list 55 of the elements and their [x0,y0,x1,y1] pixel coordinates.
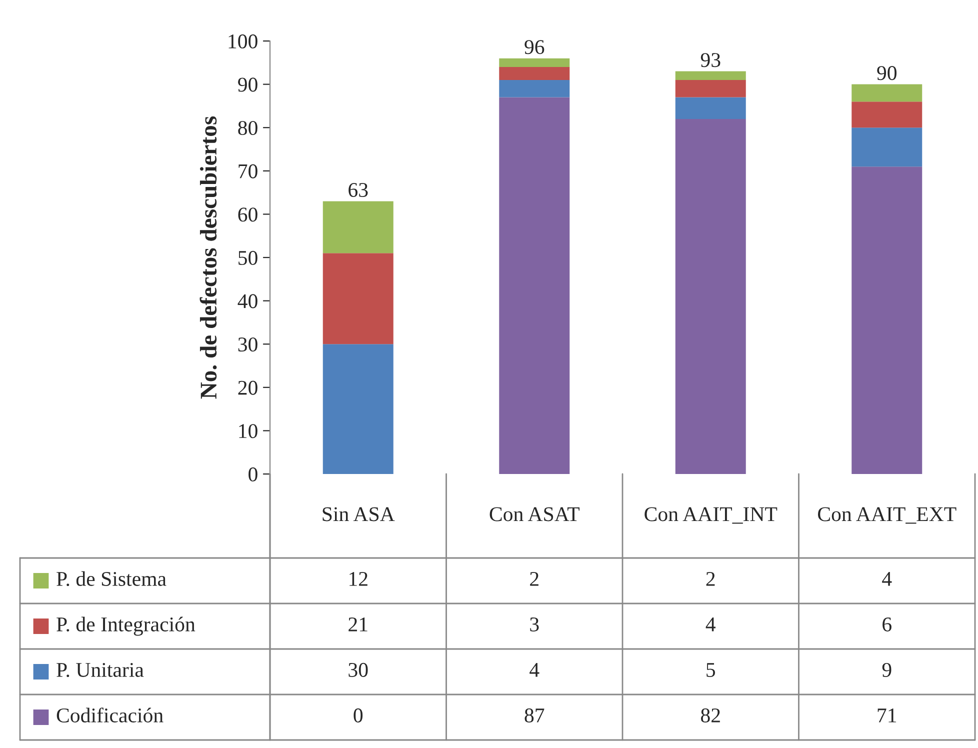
bar [499,58,570,67]
data-label: 71 [878,708,896,722]
bar [675,118,746,474]
bar [322,253,394,344]
legend-label: Codificación [56,708,164,722]
y-tick-label: 100 [228,34,258,48]
y-tick-label: 40 [238,294,258,308]
y-tick-label: 10 [239,424,258,438]
y-tick-label: 20 [238,380,258,395]
y-tick-label: 60 [238,208,258,222]
data-label: 9 [882,662,892,677]
x-tick-label: Con AAIT_INT [644,507,778,524]
bar [852,102,922,128]
bar [852,128,922,167]
data-label: 82 [701,708,720,722]
x-tick-label: Con ASAT [490,507,580,522]
total-label: 93 [700,53,720,68]
y-tick-label: 70 [238,164,258,178]
bar [499,97,570,474]
y-tick-label: 90 [238,78,258,92]
y-tick-label: 30 [238,337,258,352]
legend-label: P. de Integración [56,616,196,636]
data-label: 4 [530,663,540,677]
total-label: 96 [524,40,544,54]
x-tick-label: Sin ASA [322,507,395,522]
data-label: 4 [882,572,892,586]
y-tick-label: 0 [248,467,258,482]
bar [852,84,922,102]
data-label: 30 [348,662,368,677]
bar [675,80,746,98]
data-label: 6 [882,617,892,632]
legend-label: P. de Sistema [56,571,166,586]
data-label: 2 [530,572,538,586]
data-label: 12 [350,572,368,586]
bar [675,97,746,119]
data-label: 21 [348,617,368,632]
data-label: 0 [354,708,363,722]
x-tick-label: Con AAIT_EXT [818,507,956,524]
bar [322,344,394,474]
data-label: 5 [706,663,716,677]
y-tick-label: 80 [238,120,258,136]
data-label: 3 [530,617,539,632]
bar [499,66,570,80]
bar [852,166,922,474]
bar [675,71,746,80]
data-label: 87 [524,708,544,722]
y-axis-title: No. de defectos descubiertos [200,116,217,399]
data-label: 2 [706,572,715,586]
legend-label: P. Unitaria [56,662,144,678]
data-label: 4 [706,618,716,632]
y-tick-label: 50 [238,250,258,265]
bar [322,201,394,254]
bar [499,80,570,98]
total-label: 63 [348,182,368,197]
total-label: 90 [877,66,896,80]
